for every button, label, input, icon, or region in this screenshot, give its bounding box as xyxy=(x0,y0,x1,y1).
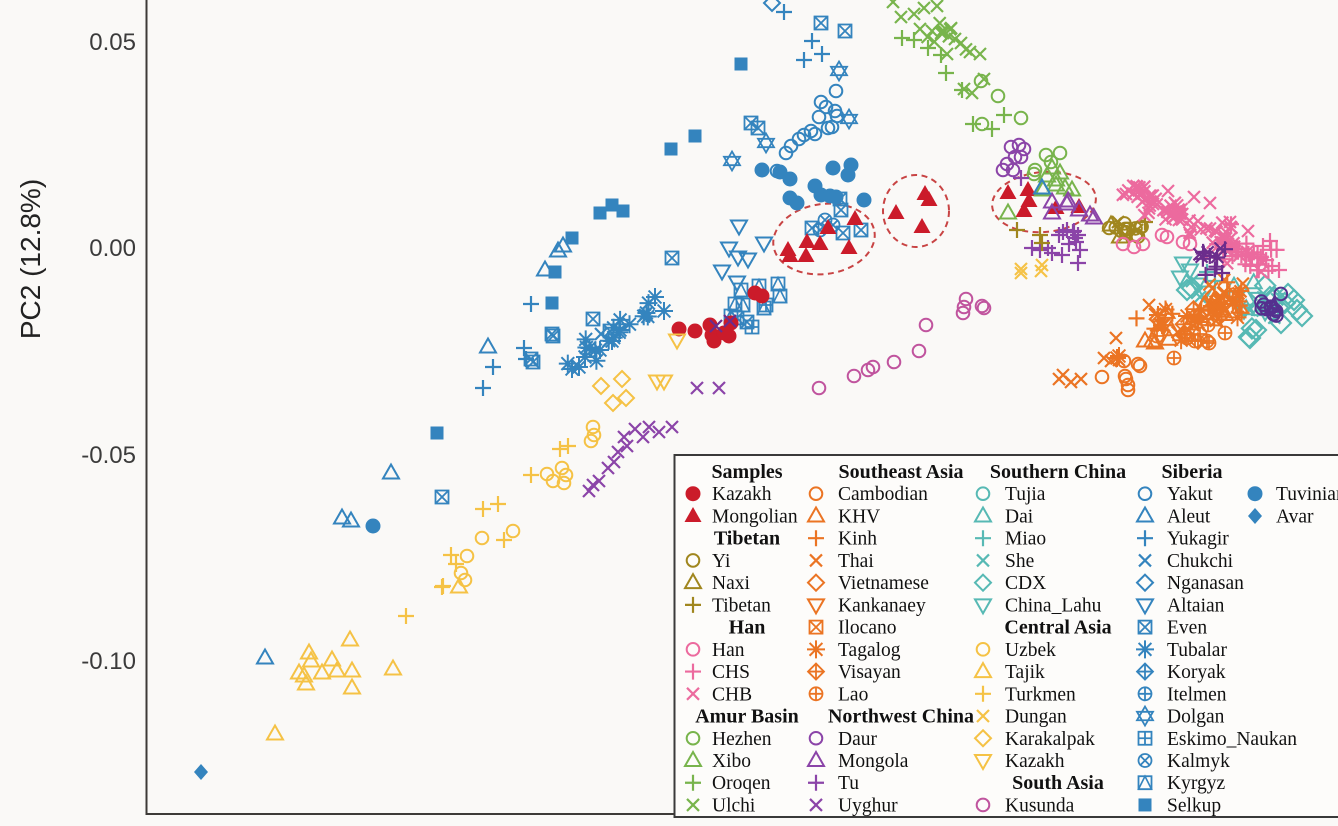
svg-text:Kinh: Kinh xyxy=(838,529,877,550)
svg-text:Dolgan: Dolgan xyxy=(1167,707,1225,728)
svg-text:Visayan: Visayan xyxy=(838,662,901,683)
svg-text:Aleut: Aleut xyxy=(1167,506,1211,527)
svg-text:Siberia: Siberia xyxy=(1161,461,1222,483)
svg-text:0.05: 0.05 xyxy=(89,29,136,56)
svg-text:Koryak: Koryak xyxy=(1167,662,1226,683)
svg-text:Chukchi: Chukchi xyxy=(1167,551,1234,572)
svg-text:Yakut: Yakut xyxy=(1167,484,1213,505)
svg-text:Daur: Daur xyxy=(838,729,877,750)
svg-text:Lao: Lao xyxy=(838,684,868,705)
svg-text:Kalmyk: Kalmyk xyxy=(1167,751,1230,772)
svg-text:Nganasan: Nganasan xyxy=(1167,573,1244,594)
svg-text:Xibo: Xibo xyxy=(712,751,751,772)
svg-text:Kazakh: Kazakh xyxy=(1005,751,1065,772)
svg-text:Thai: Thai xyxy=(838,551,874,572)
svg-text:Itelmen: Itelmen xyxy=(1167,684,1227,705)
svg-text:Cambodian: Cambodian xyxy=(838,484,928,505)
svg-text:Kankanaey: Kankanaey xyxy=(838,595,926,616)
svg-text:Eskimo_Naukan: Eskimo_Naukan xyxy=(1167,729,1297,750)
svg-text:Mongola: Mongola xyxy=(838,751,909,772)
svg-text:Kyrgyz: Kyrgyz xyxy=(1167,773,1225,794)
svg-text:Ilocano: Ilocano xyxy=(838,618,896,639)
svg-text:Northwest China: Northwest China xyxy=(828,706,974,728)
svg-text:Oroqen: Oroqen xyxy=(712,773,771,794)
svg-text:Miao: Miao xyxy=(1005,529,1046,550)
svg-text:Uyghur: Uyghur xyxy=(838,795,898,816)
svg-text:Karakalpak: Karakalpak xyxy=(1005,729,1095,750)
svg-text:KHV: KHV xyxy=(838,506,880,527)
svg-text:Hezhen: Hezhen xyxy=(712,729,772,750)
svg-text:Selkup: Selkup xyxy=(1167,795,1221,816)
svg-text:-0.10: -0.10 xyxy=(81,648,136,675)
svg-text:Han: Han xyxy=(712,640,745,661)
svg-text:-0.05: -0.05 xyxy=(81,442,136,469)
svg-text:Yi: Yi xyxy=(712,551,731,572)
svg-text:Tubalar: Tubalar xyxy=(1167,640,1227,661)
svg-text:Altaian: Altaian xyxy=(1167,595,1225,616)
svg-text:PC2 (12.8%): PC2 (12.8%) xyxy=(15,179,46,339)
svg-text:Ulchi: Ulchi xyxy=(712,795,756,816)
svg-text:Tajik: Tajik xyxy=(1005,662,1045,683)
svg-text:CHB: CHB xyxy=(712,684,752,705)
svg-text:CDX: CDX xyxy=(1005,573,1046,594)
svg-text:She: She xyxy=(1005,551,1034,572)
svg-text:Samples: Samples xyxy=(711,461,782,483)
svg-text:Mongolian: Mongolian xyxy=(712,506,798,527)
svg-text:Tagalog: Tagalog xyxy=(838,640,901,661)
svg-text:Uzbek: Uzbek xyxy=(1005,640,1056,661)
svg-text:Tibetan: Tibetan xyxy=(714,528,780,550)
svg-text:Avar: Avar xyxy=(1276,506,1314,527)
svg-text:CHS: CHS xyxy=(712,662,750,683)
svg-text:Kusunda: Kusunda xyxy=(1005,795,1075,816)
svg-text:Even: Even xyxy=(1167,618,1207,639)
svg-text:Kazakh: Kazakh xyxy=(712,484,772,505)
svg-text:0.00: 0.00 xyxy=(89,235,136,262)
svg-text:Tibetan: Tibetan xyxy=(712,595,771,616)
svg-text:Dai: Dai xyxy=(1005,506,1034,527)
svg-text:Tuvinian: Tuvinian xyxy=(1276,484,1338,505)
svg-text:Southern China: Southern China xyxy=(990,461,1126,483)
svg-text:Vietnamese: Vietnamese xyxy=(838,573,929,594)
svg-text:South Asia: South Asia xyxy=(1012,772,1104,794)
svg-text:Yukagir: Yukagir xyxy=(1167,529,1229,550)
svg-text:Central Asia: Central Asia xyxy=(1004,617,1111,639)
svg-text:Southeast Asia: Southeast Asia xyxy=(838,461,963,483)
svg-text:Turkmen: Turkmen xyxy=(1005,684,1076,705)
svg-text:China_Lahu: China_Lahu xyxy=(1005,595,1102,616)
svg-text:Amur Basin: Amur Basin xyxy=(695,706,799,728)
svg-text:Tu: Tu xyxy=(838,773,859,794)
svg-text:Naxi: Naxi xyxy=(712,573,750,594)
svg-text:Tujia: Tujia xyxy=(1005,484,1046,505)
svg-text:Dungan: Dungan xyxy=(1005,707,1067,728)
svg-text:Han: Han xyxy=(729,617,766,639)
